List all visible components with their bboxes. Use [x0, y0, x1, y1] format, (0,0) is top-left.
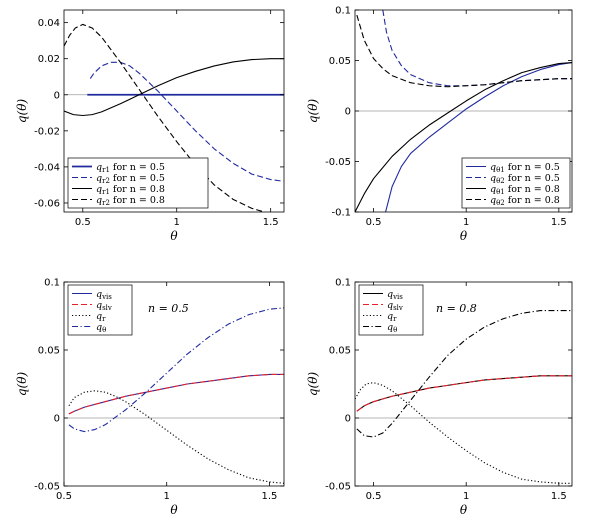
series-line-4	[356, 310, 572, 438]
legend-entry: qθ	[387, 322, 397, 334]
chart-panel-2: 0.5 1 1.5 -0.1 -0.05 0 0.05 0.1 θ q(θ) qθ1 for n =…	[306, 6, 573, 243]
y-tick-label: 0	[54, 90, 60, 101]
legend-entry: qslv	[387, 300, 403, 312]
legend-entry: qθ2 for n = 0.8	[490, 195, 560, 207]
axes-frame	[63, 281, 285, 487]
series-line-4	[356, 14, 572, 88]
series-group	[68, 307, 284, 484]
y-tick-label: -0.04	[34, 162, 60, 173]
y-axis-label: q(θ)	[306, 372, 320, 397]
y-tick-label: -0.05	[325, 482, 351, 493]
y-tick-label: 0.04	[38, 18, 60, 29]
chart-panel-3: 0.5 1 1.5 -0.05 0 0.05 0.1 θ q(θ) n = 0.5 qvisqslv…	[15, 278, 285, 517]
series-line-2	[89, 61, 284, 182]
series-line-3	[68, 390, 284, 484]
series-line-1	[68, 373, 284, 415]
x-tick-label: 1	[174, 217, 180, 228]
series-line-2	[356, 375, 572, 412]
x-tick-label: 1	[463, 491, 469, 502]
series-line-2	[68, 373, 284, 415]
panel-annotation: n = 0.5	[148, 302, 189, 315]
y-tick-label: 0.02	[38, 54, 60, 65]
y-tick-label: 0	[345, 414, 351, 425]
y-tick-label: -0.02	[34, 126, 60, 137]
legend-entry: qθ1 for n = 0.8	[490, 184, 560, 196]
x-tick-label: 0.5	[75, 217, 91, 228]
y-tick-label: -0.06	[34, 198, 60, 209]
y-tick-label: -0.1	[331, 208, 351, 219]
series-group	[355, 10, 572, 212]
y-tick-label: -0.05	[325, 157, 351, 168]
x-axis-label: θ	[460, 229, 468, 243]
x-tick-label: 1.5	[263, 217, 279, 228]
legend-entry: qr1 for n = 0.8	[96, 184, 165, 196]
y-tick-label: 0.1	[335, 6, 351, 17]
axes-frame	[63, 9, 285, 213]
legend-entry: qslv	[96, 300, 112, 312]
y-tick-label: 0.05	[329, 56, 351, 67]
series-line-4	[64, 23, 267, 212]
x-tick-label: 1	[463, 217, 469, 228]
x-tick-label: 0.5	[366, 491, 382, 502]
y-tick-label: 0	[54, 414, 60, 425]
x-tick-label: 0.5	[56, 491, 72, 502]
series-line-3	[64, 58, 284, 117]
x-axis-label: θ	[460, 503, 468, 517]
series-line-3	[355, 61, 572, 212]
x-tick-label: 1	[164, 491, 170, 502]
y-axis-label: q(θ)	[306, 99, 320, 124]
x-axis-label: θ	[170, 503, 178, 517]
legend-entry: qθ2 for n = 0.5	[490, 173, 560, 185]
series-line-1	[356, 375, 572, 412]
legend-entry: qr	[387, 311, 397, 323]
y-axis-label: q(θ)	[15, 372, 29, 397]
series-group	[64, 23, 284, 212]
y-axis-label: q(θ)	[15, 99, 29, 124]
y-tick-label: 0.05	[329, 346, 351, 357]
x-tick-label: 1.5	[261, 491, 277, 502]
y-tick-label: 0.1	[335, 278, 351, 289]
series-group	[355, 310, 572, 484]
series-line-1	[385, 61, 572, 212]
panel-annotation: n = 0.8	[436, 302, 477, 315]
legend-entry: qr1 for n = 0.5	[96, 162, 165, 174]
legend-entry: qr	[96, 311, 106, 323]
x-tick-label: 1.5	[551, 491, 567, 502]
series-line-2	[382, 10, 572, 87]
y-tick-label: 0.05	[38, 346, 60, 357]
legend-entry: qvis	[96, 289, 112, 301]
legend-entry: qvis	[387, 289, 403, 301]
y-tick-label: -0.05	[34, 482, 60, 493]
axes-frame	[354, 281, 573, 487]
legend-entry: qθ1 for n = 0.5	[490, 162, 560, 174]
legend-entry: qr2 for n = 0.8	[96, 195, 165, 207]
legend-entry: qθ	[96, 322, 106, 334]
legend-entry: qr2 for n = 0.5	[96, 173, 165, 185]
x-tick-label: 1.5	[551, 217, 567, 228]
chart-panel-1: 0.5 1 1.5 -0.06 -0.04 -0.02 0 0.02 0.04 θ q(θ) qr1 …	[15, 9, 285, 243]
x-tick-label: 0.5	[366, 217, 382, 228]
y-tick-label: 0.1	[44, 278, 60, 289]
chart-panel-4: 0.5 1 1.5 -0.05 0 0.05 0.1 θ q(θ) n = 0.8 qvisqslv…	[306, 278, 573, 517]
x-axis-label: θ	[170, 229, 178, 243]
y-tick-label: 0	[345, 107, 351, 118]
